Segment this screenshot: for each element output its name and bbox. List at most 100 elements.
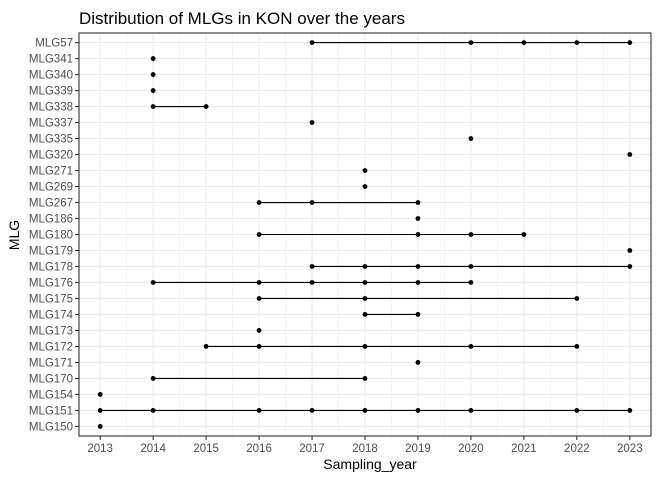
data-point <box>256 408 262 413</box>
data-point <box>468 408 474 413</box>
y-tick-label: MLG341 <box>29 54 73 66</box>
y-tick-label: MLG267 <box>29 198 73 210</box>
data-point <box>521 40 527 45</box>
x-tick-label: 2013 <box>87 443 113 455</box>
data-point <box>97 408 103 413</box>
y-tick-label: MLG150 <box>29 421 73 433</box>
data-point <box>256 280 262 285</box>
data-point <box>627 152 633 157</box>
y-tick-label: MLG338 <box>29 102 73 114</box>
data-point <box>362 184 368 189</box>
data-point <box>309 120 315 125</box>
data-point <box>150 88 156 93</box>
y-tick-label: MLG186 <box>29 214 73 226</box>
x-axis-title: Sampling_year <box>323 456 417 472</box>
y-tick-label: MLG337 <box>29 118 73 130</box>
data-point <box>468 136 474 141</box>
y-tick-label: MLG151 <box>29 405 73 417</box>
y-tick-label: MLG179 <box>29 245 73 257</box>
data-point <box>415 408 421 413</box>
data-point <box>309 200 315 205</box>
y-tick-label: MLG174 <box>29 309 74 321</box>
y-tick-label: MLG172 <box>29 341 73 353</box>
data-point <box>362 344 368 349</box>
data-point <box>415 360 421 365</box>
data-point <box>574 296 580 301</box>
y-tick-label: MLG335 <box>29 134 73 146</box>
y-tick-label: MLG57 <box>35 38 73 50</box>
data-point <box>415 312 421 317</box>
data-point <box>203 104 209 109</box>
y-tick-label: MLG269 <box>29 182 73 194</box>
data-point <box>362 312 368 317</box>
data-point <box>256 200 262 205</box>
data-point <box>256 344 262 349</box>
y-tick-label: MLG173 <box>29 325 73 337</box>
y-tick-label: MLG176 <box>29 277 73 289</box>
data-point <box>97 392 103 397</box>
x-tick-label: 2018 <box>352 443 378 455</box>
data-point <box>521 232 527 237</box>
chart-title: Distribution of MLGs in KON over the yea… <box>79 9 405 28</box>
data-point <box>362 376 368 381</box>
y-tick-label: MLG175 <box>29 293 73 305</box>
data-point <box>468 232 474 237</box>
data-point <box>150 104 156 109</box>
data-point <box>574 408 580 413</box>
data-point <box>309 280 315 285</box>
data-point <box>468 40 474 45</box>
x-tick-label: 2020 <box>458 443 484 455</box>
y-axis: MLG150 MLG151 MLG154 MLG170 MLG171 MLG172 MLG1… <box>29 38 79 433</box>
x-tick-label: 2021 <box>511 443 537 455</box>
data-point <box>150 56 156 61</box>
data-point <box>362 280 368 285</box>
y-tick-label: MLG178 <box>29 261 73 273</box>
data-point <box>468 280 474 285</box>
data-point <box>627 40 633 45</box>
x-tick-label: 2016 <box>246 443 272 455</box>
data-point <box>468 344 474 349</box>
data-point <box>309 408 315 413</box>
data-point <box>627 248 633 253</box>
data-point <box>415 200 421 205</box>
data-point <box>203 344 209 349</box>
data-point <box>415 216 421 221</box>
data-point <box>362 168 368 173</box>
data-point <box>574 40 580 45</box>
data-point <box>256 296 262 301</box>
x-tick-label: 2014 <box>140 443 166 455</box>
x-axis: 2013 2014 2015 2016 2017 2018 2019 2020 2021 2022… <box>87 436 643 455</box>
x-tick-label: 2017 <box>299 443 325 455</box>
data-point <box>150 376 156 381</box>
data-point <box>309 40 315 45</box>
plot-area <box>97 40 633 429</box>
data-point <box>256 328 262 333</box>
data-point <box>574 344 580 349</box>
y-tick-label: MLG339 <box>29 86 73 98</box>
y-tick-label: MLG171 <box>29 357 73 369</box>
x-tick-label: 2019 <box>405 443 431 455</box>
data-point <box>415 280 421 285</box>
y-tick-label: MLG180 <box>29 230 73 242</box>
y-tick-label: MLG340 <box>29 70 73 82</box>
y-tick-label: MLG170 <box>29 373 73 385</box>
y-tick-label: MLG154 <box>29 389 74 401</box>
data-point <box>256 232 262 237</box>
data-point <box>627 408 633 413</box>
y-axis-title: MLG <box>6 220 22 250</box>
data-point <box>362 408 368 413</box>
x-tick-label: 2022 <box>564 443 590 455</box>
data-point <box>97 424 103 429</box>
data-point <box>309 264 315 269</box>
y-tick-label: MLG320 <box>29 150 73 162</box>
data-point <box>415 264 421 269</box>
data-point <box>627 264 633 269</box>
data-point <box>362 264 368 269</box>
data-point <box>150 280 156 285</box>
data-point <box>150 72 156 77</box>
y-tick-label: MLG271 <box>29 166 73 178</box>
data-point <box>468 264 474 269</box>
data-point <box>415 232 421 237</box>
data-point <box>150 408 156 413</box>
x-tick-label: 2015 <box>193 443 219 455</box>
